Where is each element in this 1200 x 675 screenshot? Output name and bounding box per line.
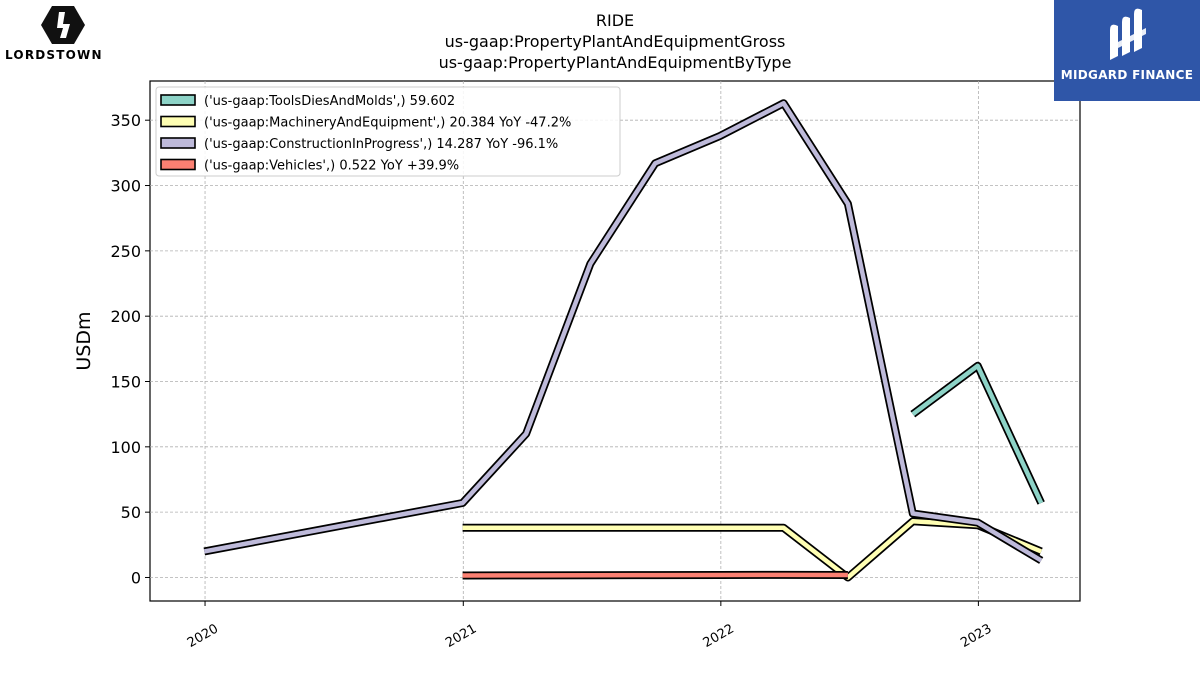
series-lines bbox=[203, 99, 1045, 582]
y-tick-label: 300 bbox=[110, 177, 141, 196]
chart-title: RIDE us-gaap:PropertyPlantAndEquipmentGr… bbox=[415, 10, 815, 73]
plot-area-frame bbox=[149, 80, 1081, 602]
series-line-2 bbox=[203, 100, 1043, 563]
series-line-0 bbox=[911, 363, 1044, 504]
legend-box bbox=[155, 86, 621, 177]
legend: ('us-gaap:ToolsDiesAndMolds',) 59.602 ('u… bbox=[155, 86, 621, 177]
title-line-concept: us-gaap:PropertyPlantAndEquipmentGross bbox=[444, 32, 786, 51]
legend-entry-0: ('us-gaap:ToolsDiesAndMolds',) 59.602 bbox=[204, 94, 455, 109]
y-tick-label: 100 bbox=[110, 438, 141, 457]
legend-swatch-3 bbox=[160, 158, 196, 171]
lordstown-logo: LORDSTOWN bbox=[0, 0, 125, 70]
y-tick-label: 250 bbox=[110, 242, 141, 261]
legend-swatch-1 bbox=[160, 115, 196, 128]
legend-swatch-2 bbox=[160, 137, 196, 149]
y-axis-label: USDm bbox=[73, 311, 95, 370]
x-tick-label: 2020 bbox=[185, 621, 221, 651]
midgard-finance-logo: MIDGARD FINANCE bbox=[1054, 0, 1200, 101]
y-tick-label: 0 bbox=[131, 568, 141, 587]
y-tick-label: 350 bbox=[110, 111, 141, 130]
midgard-m-icon bbox=[1110, 8, 1146, 61]
title-line-ticker: RIDE bbox=[595, 11, 635, 30]
x-axis-ticks: 2020 2021 2022 2023 bbox=[185, 601, 994, 651]
x-tick-label: 2023 bbox=[958, 621, 994, 651]
x-tick-label: 2021 bbox=[443, 621, 479, 651]
y-axis-ticks: 0 50 100 150 200 250 300 350 bbox=[110, 111, 150, 587]
lordstown-bolt-icon bbox=[41, 6, 85, 44]
series-line-3 bbox=[462, 572, 848, 578]
midgard-wordmark: MIDGARD FINANCE bbox=[1060, 68, 1194, 82]
y-tick-label: 200 bbox=[110, 307, 141, 326]
y-tick-label: 50 bbox=[121, 503, 141, 522]
x-tick-label: 2022 bbox=[701, 621, 737, 651]
title-line-breakdown: us-gaap:PropertyPlantAndEquipmentByType bbox=[438, 53, 792, 72]
legend-entry-1: ('us-gaap:MachineryAndEquipment',) 20.38… bbox=[204, 116, 571, 131]
series-line-1 bbox=[462, 519, 1043, 580]
series-outline-0 bbox=[910, 361, 1045, 505]
legend-entry-2: ('us-gaap:ConstructionInProgress',) 14.2… bbox=[204, 137, 558, 152]
legend-entry-3: ('us-gaap:Vehicles',) 0.522 YoY +39.9% bbox=[204, 159, 459, 174]
y-tick-label: 150 bbox=[110, 373, 141, 392]
lordstown-wordmark: LORDSTOWN bbox=[5, 48, 103, 62]
legend-swatch-0 bbox=[160, 94, 196, 106]
